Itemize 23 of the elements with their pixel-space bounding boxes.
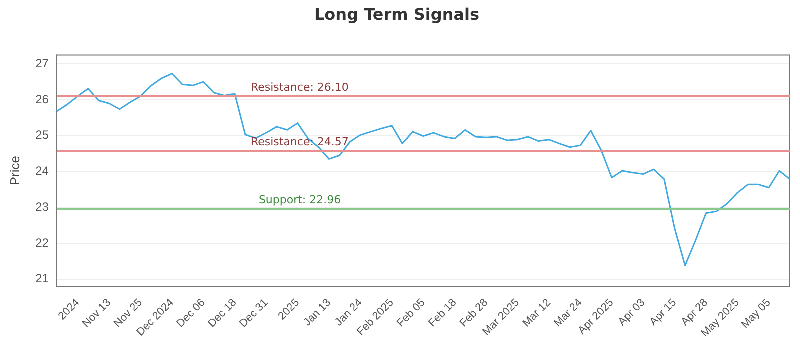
- y-tick-label: 24: [36, 164, 50, 178]
- ref-line-label: Resistance: 26.10: [250, 80, 349, 94]
- y-tick-label: 23: [36, 200, 50, 214]
- x-tick-label: Dec 06: [174, 296, 208, 330]
- x-tick-label: Feb 05: [395, 296, 428, 330]
- y-tick-label: 26: [36, 92, 50, 106]
- x-tick-label: Apr 03: [616, 296, 648, 328]
- chart-title: Long Term Signals: [314, 4, 480, 24]
- x-tick-label: Apr 15: [648, 296, 680, 328]
- x-tick-label: Feb 18: [426, 296, 460, 330]
- x-tick-label: Dec 31: [238, 296, 271, 330]
- x-tick-label: May 05: [739, 296, 774, 331]
- x-tick-label: Jan 13: [302, 296, 334, 329]
- y-tick-label: 25: [36, 128, 50, 142]
- x-tick-label: Mar 12: [520, 296, 554, 330]
- ref-line-label: Resistance: 24.57: [250, 136, 349, 149]
- x-tick-label: Dec 18: [206, 296, 240, 330]
- y-tick-label: 21: [36, 272, 50, 286]
- y-tick-label: 22: [36, 236, 50, 250]
- x-tick-label: Nov 13: [80, 296, 114, 330]
- ref-line-label: Support: 22.96: [258, 193, 342, 206]
- y-tick-label: 27: [36, 56, 50, 70]
- y-axis-title: Price: [7, 156, 22, 186]
